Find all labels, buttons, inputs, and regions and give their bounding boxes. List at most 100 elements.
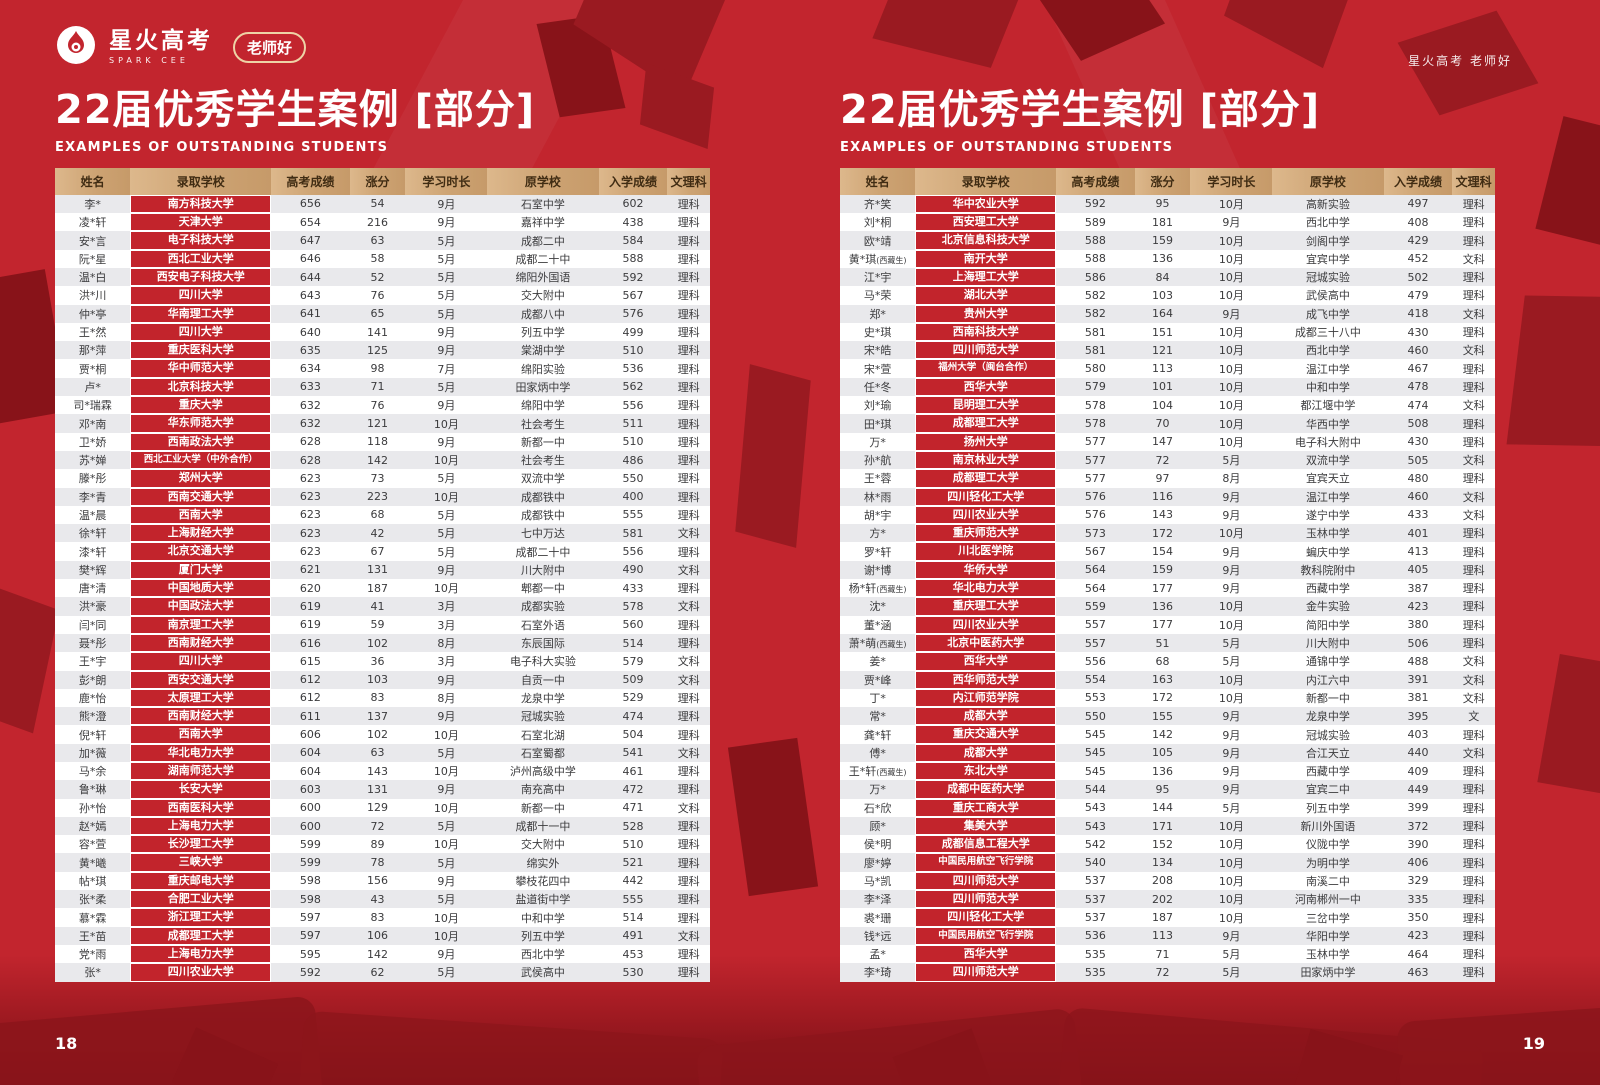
- table-cell: 10月: [1190, 816, 1273, 836]
- table-cell: 595: [271, 944, 350, 964]
- admitted-school-cell: 成都中医药大学: [915, 780, 1057, 799]
- table-cell: 理科: [1452, 377, 1495, 397]
- table-cell: 理科: [1452, 853, 1495, 872]
- table-cell: 宜宾中学: [1272, 249, 1384, 268]
- graduation-cap-icon: [1537, 654, 1600, 796]
- table-cell: 592: [598, 267, 668, 287]
- table-cell: 172: [1134, 524, 1191, 543]
- table-cell: 电子科大实验: [487, 652, 599, 671]
- table-row: 宋*萱 福州大学（闽台合作） 580 113 10月 温江中学 467 理科: [840, 359, 1495, 378]
- table-cell: 理科: [1452, 908, 1495, 927]
- students-table-wrapper: 姓名 录取学校 高考成绩 涨分 学习时长 原学校 入学成绩 文理科 李* 南方科技大学 656 54…: [55, 167, 710, 982]
- table-cell: 578: [1056, 396, 1135, 415]
- table-row: 裘*珊 四川轻化工大学 537 187 10月 三岔中学 350 理科: [840, 908, 1495, 927]
- table-cell: 528: [598, 816, 668, 836]
- student-name-cell: 李*: [55, 194, 131, 214]
- admitted-school-cell: 重庆师范大学: [915, 524, 1057, 543]
- table-cell: 理科: [667, 579, 710, 598]
- table-cell: 623: [271, 505, 350, 525]
- admitted-school-cell: 长沙理工大学: [130, 835, 272, 854]
- table-cell: 510: [598, 432, 668, 451]
- table-cell: 成都铁中: [487, 505, 599, 525]
- table-row: 漆*轩 北京交通大学 623 67 5月 成都二十中 556 理科: [55, 542, 710, 561]
- table-cell: 562: [598, 377, 668, 397]
- column-header: 姓名: [840, 167, 916, 195]
- table-cell: 163: [1134, 670, 1191, 689]
- student-name-cell: 张*: [55, 963, 131, 982]
- table-cell: 474: [598, 707, 668, 726]
- table-row: 钱*远 中国民用航空飞行学院 536 113 9月 华阳中学 423 理科: [840, 926, 1495, 945]
- table-cell: 新都一中: [1272, 688, 1384, 708]
- table-row: 萧*萌(西藏生) 北京中医药大学 557 51 5月 川大附中 506 理科: [840, 633, 1495, 653]
- table-cell: 5月: [405, 286, 488, 305]
- student-name-cell: 聂*彤: [55, 633, 131, 653]
- table-cell: 理科: [1452, 890, 1495, 909]
- table-cell: 59: [349, 615, 406, 634]
- page-title: 22届优秀学生案例 [部分]: [840, 87, 1321, 133]
- table-cell: 9月: [1190, 926, 1273, 945]
- table-cell: 理科: [1452, 944, 1495, 964]
- table-cell: 62: [349, 963, 406, 982]
- table-cell: 600: [271, 816, 350, 836]
- table-cell: 136: [1134, 597, 1191, 616]
- table-cell: 理科: [1452, 762, 1495, 781]
- table-cell: 9月: [1190, 304, 1273, 323]
- column-header: 高考成绩: [1056, 167, 1135, 195]
- table-cell: 石室外语: [487, 615, 599, 634]
- admitted-school-cell: 南京林业大学: [915, 450, 1057, 470]
- table-row: 齐*笑 华中农业大学 592 95 10月 高新实验 497 理科: [840, 194, 1495, 214]
- admitted-school-cell: 西南交通大学: [130, 487, 272, 506]
- table-cell: 10月: [1190, 267, 1273, 287]
- table-cell: 472: [598, 780, 668, 799]
- table-cell: 理科: [667, 377, 710, 397]
- table-cell: 65: [349, 304, 406, 323]
- table-cell: 理科: [667, 249, 710, 268]
- table-cell: 理科: [667, 853, 710, 872]
- admitted-school-cell: 内江师范学院: [915, 688, 1057, 708]
- table-cell: 3月: [405, 597, 488, 616]
- student-name-cell: 林*雨: [840, 487, 916, 506]
- admitted-school-cell: 四川师范大学: [915, 871, 1057, 891]
- table-cell: 理科: [1452, 359, 1495, 378]
- student-name-cell: 帖*琪: [55, 871, 131, 891]
- table-cell: 理科: [1452, 926, 1495, 945]
- table-row: 黄*琪(西藏生) 南开大学 588 136 10月 宜宾中学 452 文科: [840, 249, 1495, 268]
- table-cell: 406: [1383, 853, 1453, 872]
- table-cell: 514: [598, 908, 668, 927]
- student-name-cell: 孙*航: [840, 450, 916, 470]
- table-cell: 73: [349, 469, 406, 488]
- admitted-school-cell: 北京信息科技大学: [915, 231, 1057, 250]
- table-row: 马*余 湖南师范大学 604 143 10月 泸州高级中学 461 理科: [55, 762, 710, 781]
- table-cell: 9月: [405, 396, 488, 415]
- table-cell: 盐道街中学: [487, 890, 599, 909]
- table-cell: 双流中学: [487, 469, 599, 488]
- student-name-cell: 慕*霖: [55, 908, 131, 927]
- table-cell: 9月: [1190, 743, 1273, 762]
- table-cell: 490: [598, 560, 668, 580]
- table-cell: 514: [598, 633, 668, 653]
- table-cell: 143: [1134, 505, 1191, 525]
- student-name-cell: 鹿*怡: [55, 688, 131, 708]
- table-cell: 10月: [1190, 231, 1273, 250]
- student-name-cell: 樊*辉: [55, 560, 131, 580]
- table-cell: 155: [1134, 707, 1191, 726]
- column-header: 入学成绩: [598, 167, 668, 195]
- admitted-school-cell: 华南理工大学: [130, 304, 272, 323]
- table-cell: 9月: [405, 194, 488, 214]
- student-name-cell: 石*欣: [840, 798, 916, 817]
- table-row: 卫*娇 西南政法大学 628 118 9月 新都一中 510 理科: [55, 432, 710, 451]
- table-cell: 537: [1056, 908, 1135, 927]
- table-cell: 10月: [405, 414, 488, 433]
- table-cell: 5月: [1190, 944, 1273, 964]
- table-cell: 10月: [1190, 322, 1273, 342]
- admitted-school-cell: 扬州大学: [915, 432, 1057, 451]
- table-cell: 159: [1134, 231, 1191, 250]
- table-row: 帖*琪 重庆邮电大学 598 156 9月 攀枝花四中 442 理科: [55, 871, 710, 891]
- table-cell: 理科: [667, 725, 710, 744]
- table-cell: 理科: [667, 341, 710, 360]
- table-row: 万* 成都中医药大学 544 95 9月 宜宾二中 449 理科: [840, 780, 1495, 799]
- table-cell: 42: [349, 524, 406, 543]
- table-cell: 10月: [405, 798, 488, 817]
- table-cell: 西北中学: [487, 944, 599, 964]
- table-row: 张* 四川农业大学 592 62 5月 武侯高中 530 理科: [55, 963, 710, 982]
